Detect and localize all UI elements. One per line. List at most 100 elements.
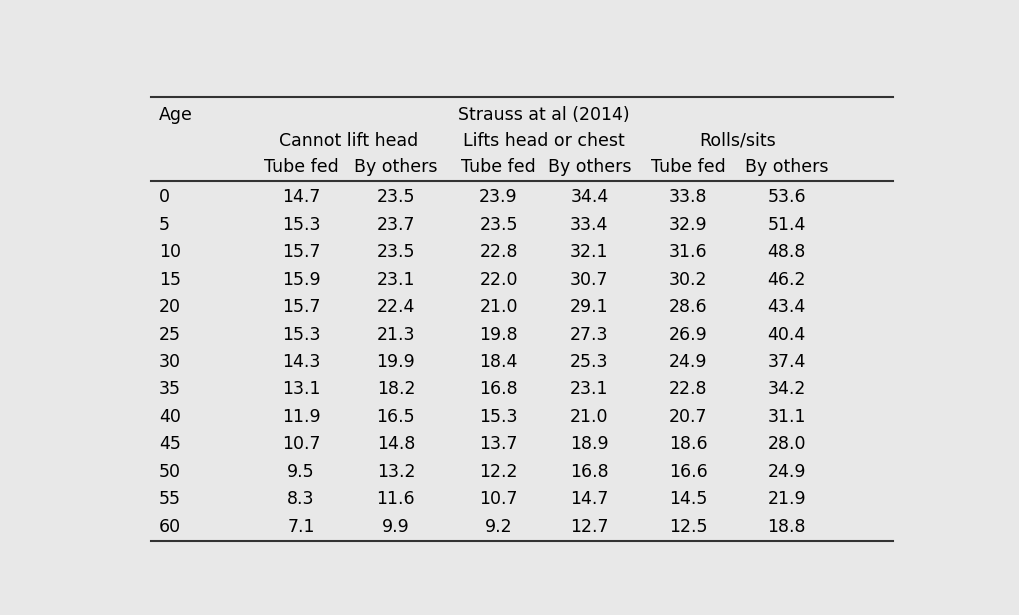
Text: 16.8: 16.8 [570, 463, 608, 481]
Text: 18.8: 18.8 [767, 518, 806, 536]
Text: 21.9: 21.9 [767, 490, 806, 509]
Text: Strauss at al (2014): Strauss at al (2014) [459, 106, 630, 124]
Text: 23.1: 23.1 [570, 381, 608, 399]
Text: 19.8: 19.8 [479, 325, 518, 344]
Text: 45: 45 [159, 435, 180, 453]
Text: 23.5: 23.5 [479, 216, 518, 234]
Text: 40: 40 [159, 408, 180, 426]
Text: 18.6: 18.6 [668, 435, 707, 453]
Text: 31.6: 31.6 [668, 243, 707, 261]
Text: 28.0: 28.0 [767, 435, 806, 453]
Text: 22.0: 22.0 [479, 271, 518, 288]
Text: 15.7: 15.7 [282, 298, 320, 316]
Text: 15.3: 15.3 [479, 408, 518, 426]
Text: 12.5: 12.5 [668, 518, 707, 536]
Text: 34.2: 34.2 [767, 381, 806, 399]
Text: 25.3: 25.3 [570, 353, 608, 371]
Text: 9.2: 9.2 [485, 518, 513, 536]
Text: 12.7: 12.7 [570, 518, 608, 536]
Text: 19.9: 19.9 [376, 353, 416, 371]
Text: 30: 30 [159, 353, 181, 371]
Text: 32.1: 32.1 [570, 243, 608, 261]
Text: 14.5: 14.5 [668, 490, 707, 509]
Text: 30.7: 30.7 [570, 271, 608, 288]
Text: 13.2: 13.2 [377, 463, 415, 481]
Text: 40.4: 40.4 [767, 325, 806, 344]
Text: 14.3: 14.3 [282, 353, 320, 371]
Text: 43.4: 43.4 [767, 298, 806, 316]
Text: 10: 10 [159, 243, 181, 261]
Text: 22.8: 22.8 [668, 381, 707, 399]
Text: Tube fed: Tube fed [462, 157, 536, 176]
Text: 27.3: 27.3 [570, 325, 608, 344]
Text: 33.8: 33.8 [668, 188, 707, 206]
Text: 0: 0 [159, 188, 170, 206]
Text: 14.7: 14.7 [571, 490, 608, 509]
Text: 11.9: 11.9 [282, 408, 320, 426]
Text: By others: By others [547, 157, 631, 176]
Text: 8.3: 8.3 [287, 490, 315, 509]
Text: 51.4: 51.4 [767, 216, 806, 234]
Text: 48.8: 48.8 [767, 243, 806, 261]
Text: 9.9: 9.9 [382, 518, 410, 536]
Text: 15.7: 15.7 [282, 243, 320, 261]
Text: 14.7: 14.7 [282, 188, 320, 206]
Text: 50: 50 [159, 463, 181, 481]
Text: 18.4: 18.4 [479, 353, 518, 371]
Text: 16.6: 16.6 [668, 463, 707, 481]
Text: 13.1: 13.1 [282, 381, 320, 399]
Text: 21.0: 21.0 [570, 408, 608, 426]
Text: 13.7: 13.7 [479, 435, 518, 453]
Text: 30.2: 30.2 [668, 271, 707, 288]
Text: 25: 25 [159, 325, 181, 344]
Text: 23.5: 23.5 [377, 243, 415, 261]
Text: 9.5: 9.5 [287, 463, 315, 481]
Text: Tube fed: Tube fed [264, 157, 338, 176]
Text: 21.3: 21.3 [377, 325, 415, 344]
Text: 22.8: 22.8 [479, 243, 518, 261]
Text: Lifts head or chest: Lifts head or chest [463, 132, 625, 150]
Text: 24.9: 24.9 [668, 353, 707, 371]
Text: 18.2: 18.2 [377, 381, 415, 399]
Text: 23.7: 23.7 [377, 216, 415, 234]
Text: 29.1: 29.1 [570, 298, 608, 316]
Text: 12.2: 12.2 [479, 463, 518, 481]
Text: 23.1: 23.1 [377, 271, 415, 288]
Text: 34.4: 34.4 [571, 188, 608, 206]
Text: 24.9: 24.9 [767, 463, 806, 481]
Text: 15.3: 15.3 [282, 216, 320, 234]
Text: 32.9: 32.9 [668, 216, 707, 234]
Text: 5: 5 [159, 216, 170, 234]
Text: 21.0: 21.0 [479, 298, 518, 316]
Text: 46.2: 46.2 [767, 271, 806, 288]
Text: 15.3: 15.3 [282, 325, 320, 344]
Text: 18.9: 18.9 [570, 435, 608, 453]
Text: 7.1: 7.1 [287, 518, 315, 536]
Text: 20: 20 [159, 298, 181, 316]
Text: 33.4: 33.4 [571, 216, 608, 234]
Text: By others: By others [355, 157, 437, 176]
Text: By others: By others [745, 157, 828, 176]
Text: Cannot lift head: Cannot lift head [279, 132, 418, 150]
Text: 14.8: 14.8 [377, 435, 415, 453]
Text: 37.4: 37.4 [767, 353, 806, 371]
Text: 35: 35 [159, 381, 181, 399]
Text: 55: 55 [159, 490, 181, 509]
Text: Age: Age [159, 106, 193, 124]
Text: 10.7: 10.7 [479, 490, 518, 509]
Text: 23.5: 23.5 [377, 188, 415, 206]
Text: 60: 60 [159, 518, 181, 536]
Text: 26.9: 26.9 [668, 325, 707, 344]
Text: 28.6: 28.6 [668, 298, 707, 316]
Text: 10.7: 10.7 [282, 435, 320, 453]
Text: 22.4: 22.4 [377, 298, 415, 316]
Text: 53.6: 53.6 [767, 188, 806, 206]
Text: Tube fed: Tube fed [651, 157, 726, 176]
Text: 15: 15 [159, 271, 181, 288]
Text: 23.9: 23.9 [479, 188, 518, 206]
Text: 11.6: 11.6 [377, 490, 415, 509]
Text: 20.7: 20.7 [668, 408, 707, 426]
Text: 31.1: 31.1 [767, 408, 806, 426]
Text: 15.9: 15.9 [282, 271, 320, 288]
Text: Rolls/sits: Rolls/sits [699, 132, 775, 150]
